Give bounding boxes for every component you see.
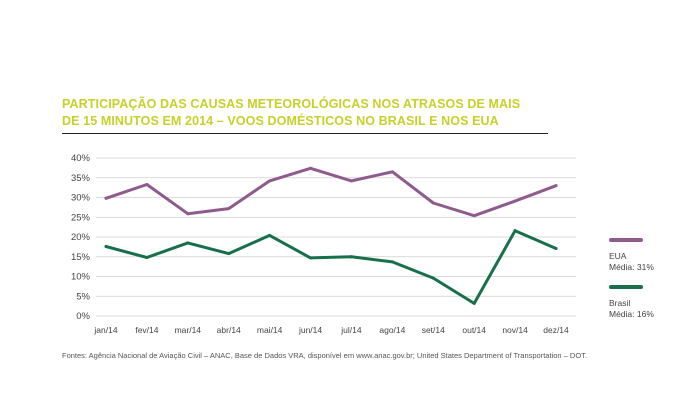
legend-average-brasil: Média: 16% (609, 309, 654, 319)
data-point-eua (227, 207, 231, 211)
data-point-eua (145, 182, 149, 186)
x-tick-label: jun/14 (298, 325, 322, 335)
y-tick-label: 10% (71, 272, 91, 283)
data-point-eua (431, 201, 435, 205)
legend-label-brasil: Brasil (609, 298, 631, 308)
title-underline (62, 133, 548, 134)
data-point-eua (472, 214, 476, 218)
x-tick-label: jul/14 (340, 325, 362, 335)
y-tick-label: 0% (76, 311, 90, 322)
gridlines (96, 157, 576, 317)
x-axis-tick-labels: jan/14 fev/14 mar/14 abr/14 mai/14 jun/14 jul/… (93, 325, 569, 335)
data-point-brasil (349, 255, 353, 259)
data-point-brasil (554, 246, 558, 250)
data-point-eua (349, 179, 353, 183)
data-point-eua (104, 196, 108, 200)
data-point-eua (309, 166, 313, 170)
data-point-brasil (309, 256, 313, 260)
legend-swatch-eua (609, 238, 643, 242)
legend-label-eua: EUA (609, 251, 627, 261)
x-tick-label: set/14 (422, 325, 445, 335)
chart-title: PARTICIPAÇÃO DAS CAUSAS METEOROLÓGICAS N… (62, 96, 552, 130)
legend-swatch-brasil (609, 285, 643, 289)
legend-item-brasil: Brasil Média: 16% (609, 285, 654, 320)
data-point-eua (554, 184, 558, 188)
data-point-brasil (513, 229, 517, 233)
x-tick-label: abr/14 (217, 325, 241, 335)
data-point-brasil (431, 276, 435, 280)
legend-item-eua: EUA Média: 31% (609, 238, 654, 273)
y-tick-label: 30% (71, 193, 91, 204)
x-tick-label: mai/14 (257, 325, 283, 335)
data-point-eua (513, 199, 517, 203)
y-tick-label: 15% (71, 252, 91, 263)
data-point-eua (268, 179, 272, 183)
data-point-brasil (472, 301, 476, 305)
data-point-brasil (104, 244, 108, 248)
series-line-brasil (104, 229, 558, 305)
data-point-brasil (227, 252, 231, 256)
series-line-eua (104, 166, 558, 218)
chart-title-line-2: DE 15 MINUTOS EM 2014 – VOOS DOMÉSTICOS … (62, 114, 499, 128)
x-tick-label: nov/14 (502, 325, 528, 335)
data-point-brasil (390, 260, 394, 264)
data-point-brasil (268, 233, 272, 237)
data-point-eua (186, 212, 190, 216)
y-tick-label: 35% (71, 173, 91, 184)
data-point-eua (390, 170, 394, 174)
source-note: Fontes: Agência Nacional de Aviação Civi… (62, 351, 587, 360)
y-tick-label: 5% (76, 291, 90, 302)
x-tick-label: fev/14 (135, 325, 158, 335)
x-tick-label: mar/14 (175, 325, 202, 335)
data-point-brasil (186, 241, 190, 245)
chart-title-line-1: PARTICIPAÇÃO DAS CAUSAS METEOROLÓGICAS N… (62, 97, 521, 111)
x-tick-label: jan/14 (93, 325, 117, 335)
series-lines (104, 166, 558, 305)
legend-average-eua: Média: 31% (609, 262, 654, 272)
x-tick-label: ago/14 (379, 325, 405, 335)
y-tick-label: 25% (71, 212, 91, 223)
y-axis-tick-labels: 0% 5% 10% 15% 20% 25% 30% 35% 40% (71, 153, 91, 322)
data-point-brasil (145, 256, 149, 260)
x-tick-label: dez/14 (543, 325, 569, 335)
y-tick-label: 40% (71, 153, 91, 164)
y-tick-label: 20% (71, 232, 91, 243)
x-tick-label: out/14 (462, 325, 486, 335)
